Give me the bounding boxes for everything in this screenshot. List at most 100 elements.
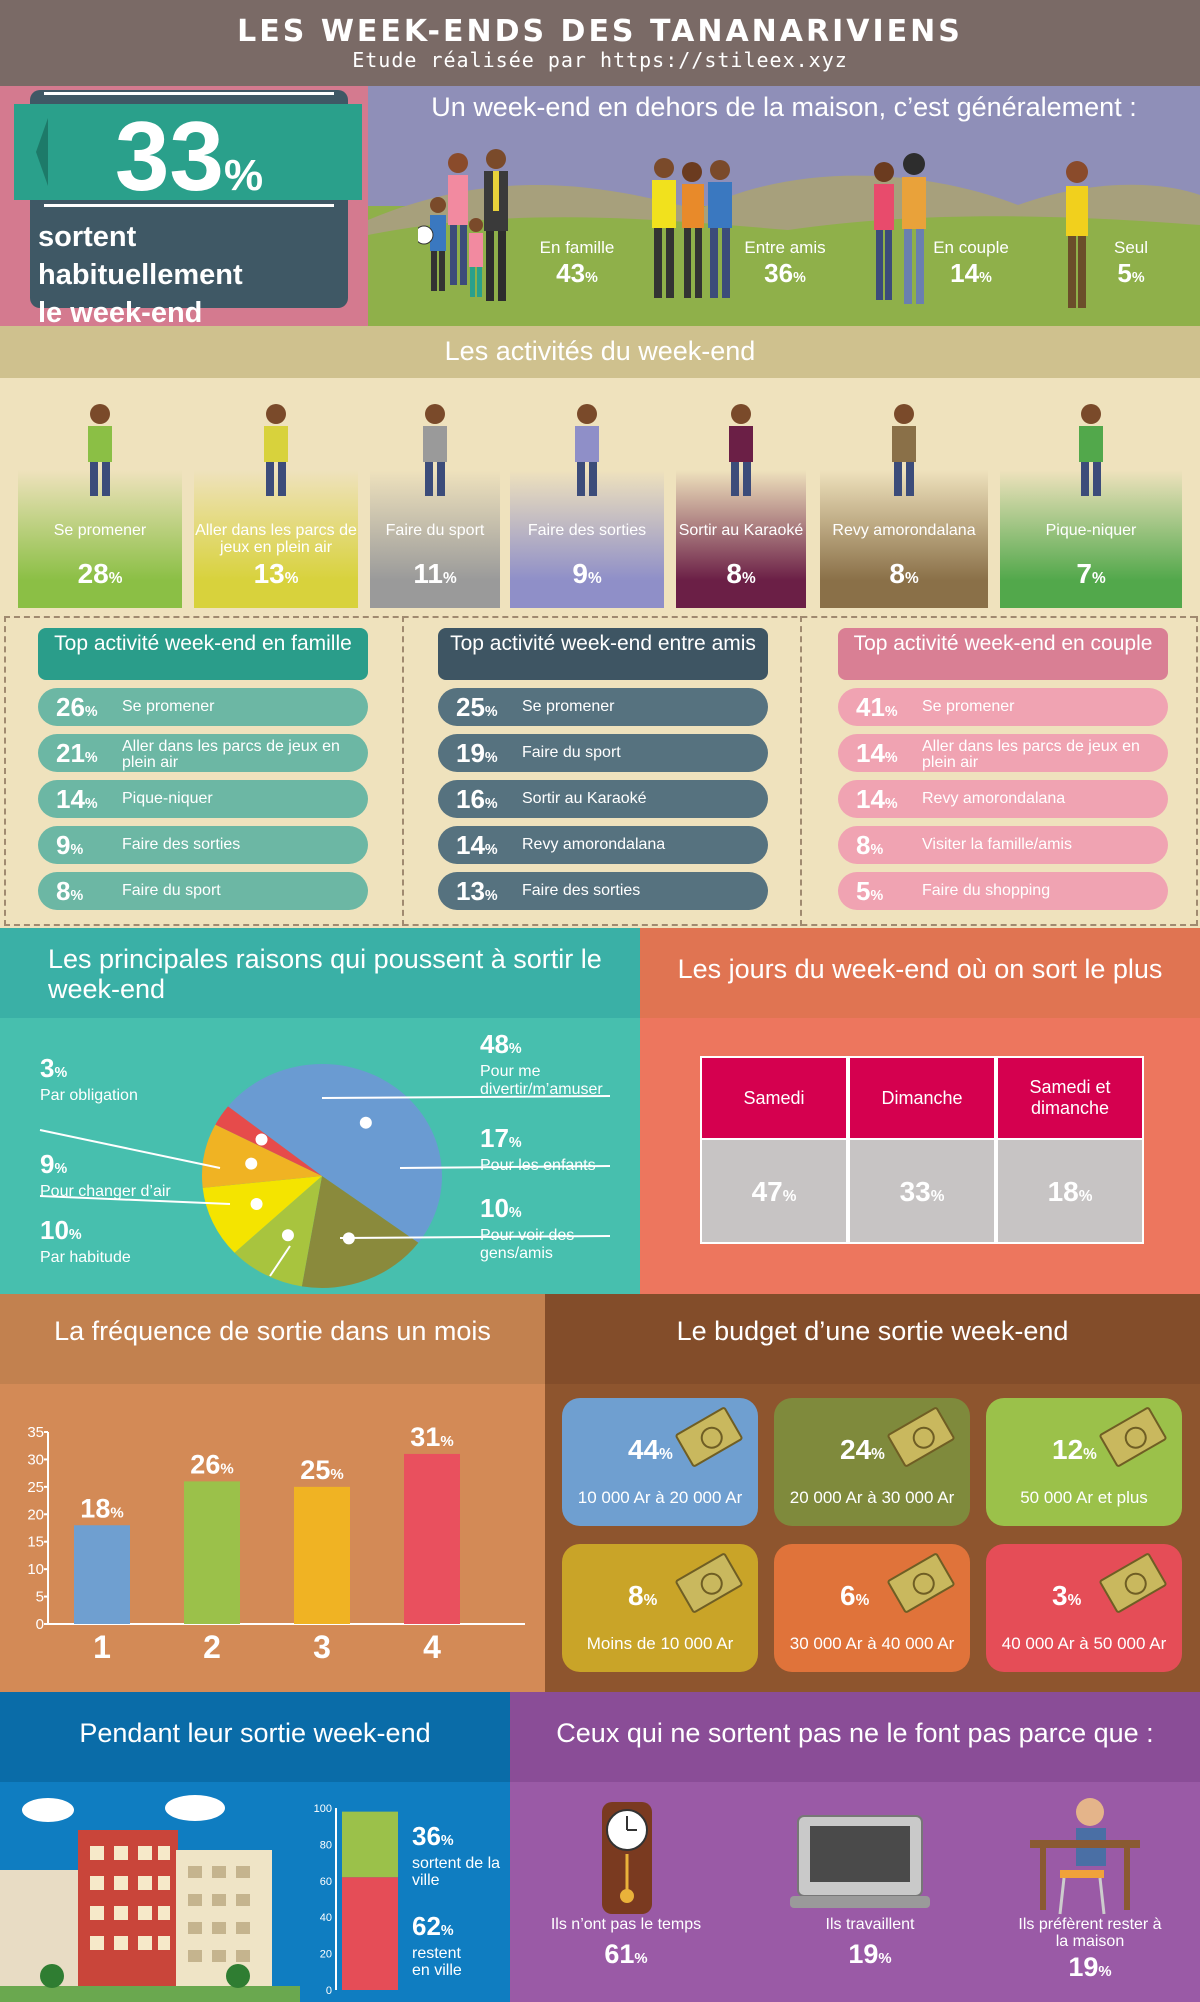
- bar-value-label: 18%: [80, 1493, 123, 1523]
- out-of-town-label: 36% sortent de la ville: [412, 1821, 501, 1889]
- activity-label: Sortir au Karaoké: [678, 522, 804, 539]
- activity-label: Pique-niquer: [1045, 522, 1137, 539]
- top-list-row: 5% Faire du shopping: [838, 872, 1168, 910]
- activity-value: 13%: [253, 558, 299, 589]
- activity-illustration: [423, 404, 447, 496]
- activity-value: 11%: [413, 558, 457, 589]
- budget-value: 6%: [840, 1580, 870, 1611]
- activity-value: 7%: [1076, 558, 1106, 589]
- activity-illustration: [88, 404, 112, 496]
- days-header: [640, 928, 1200, 1018]
- bar: [74, 1525, 130, 1624]
- bar: [184, 1481, 240, 1624]
- in-town-segment: [342, 1877, 398, 1990]
- y-tick-label: 25: [27, 1479, 44, 1496]
- banknote-icon: [1098, 1552, 1168, 1614]
- x-category-label: 3: [313, 1629, 331, 1665]
- reason-label: 10% Par habitude: [40, 1215, 131, 1266]
- activity-illustration: [1079, 404, 1103, 496]
- pie-slice: [215, 1106, 322, 1176]
- budget-label: 30 000 Ar à 40 000 Ar: [789, 1634, 955, 1653]
- budget-tile: 6% 30 000 Ar à 40 000 Ar: [774, 1544, 970, 1672]
- activity-label: Revy amorondalana: [832, 522, 976, 539]
- company-title: Un week-end en dehors de la maison, c’es…: [431, 92, 1137, 122]
- dashed-divider: [4, 616, 1196, 618]
- activity-label: Faire du sport: [385, 522, 485, 539]
- top-list-row: 41% Se promener: [838, 688, 1168, 726]
- reason-label: 17% Pour les enfants: [480, 1123, 596, 1174]
- couple-illustration: [874, 153, 926, 304]
- activity-value: 9%: [572, 558, 602, 589]
- headline-ribbon: [14, 104, 362, 200]
- budget-tile: 24% 20 000 Ar à 30 000 Ar: [774, 1398, 970, 1526]
- activity-value: 8%: [726, 558, 756, 589]
- y-tick-label: 0: [36, 1616, 44, 1633]
- y-tick-label: 30: [27, 1451, 44, 1468]
- budget-tile: 44% 10 000 Ar à 20 000 Ar: [562, 1398, 758, 1526]
- budget-tile: 12% 50 000 Ar et plus: [986, 1398, 1182, 1526]
- page-title: LES WEEK-ENDS DES TANANARIVIENS: [237, 14, 963, 49]
- banknote-icon: [674, 1406, 744, 1468]
- top-list-row: 14% Aller dans les parcs de jeux en plein…: [838, 734, 1168, 772]
- bar-value-label: 25%: [300, 1455, 343, 1485]
- activity-card: Se promener 28%: [18, 470, 182, 608]
- reason-not-going-out: Ils préfèrent rester à la maison 19%: [1018, 1916, 1162, 1982]
- top-list-row: 25% Se promener: [438, 688, 768, 726]
- leader-line: [269, 1245, 291, 1277]
- frequency-title: La fréquence de sortie dans un mois: [54, 1316, 491, 1346]
- activity-card: Revy amorondalana 8%: [820, 470, 988, 608]
- headline-value: 33%: [114, 101, 264, 211]
- leader-line: [39, 1195, 231, 1205]
- activity-card: Sortir au Karaoké 8%: [676, 470, 806, 608]
- pie-slice: [228, 1064, 443, 1243]
- pie-marker: [359, 1116, 372, 1129]
- reason-label: 48% Pour me divertir/m’amuser: [480, 1029, 603, 1098]
- activity-label: Aller dans les parcs de jeux en plein ai…: [195, 522, 357, 556]
- budget-value: 12%: [1052, 1434, 1097, 1465]
- pie-slice: [301, 1176, 419, 1288]
- y-tick-label: 15: [27, 1534, 44, 1551]
- family-illustration: [418, 149, 508, 301]
- leader-line: [39, 1129, 221, 1169]
- y-tick-label: 5: [36, 1589, 44, 1606]
- scale-label: 20: [320, 1949, 332, 1961]
- frequency-bar-chart: 0 5 10 15 20 25 30 35 18% 1 26% 2 25% 3 31% 4: [27, 1422, 525, 1665]
- hills-illustration: [368, 175, 1200, 240]
- budget-header: [545, 1294, 1200, 1384]
- top-activity-list: Top activité week-end en couple 41% Se pro…: [838, 628, 1168, 910]
- trip-header: [0, 1692, 510, 1782]
- pie-marker: [281, 1229, 294, 1242]
- banknote-icon: [886, 1406, 956, 1468]
- x-category-label: 4: [423, 1629, 441, 1665]
- y-tick-label: 20: [27, 1506, 44, 1523]
- trip-title: Pendant leur sortie week-end: [79, 1718, 431, 1748]
- dashed-divider: [800, 616, 802, 926]
- activity-card: Faire des sorties 9%: [510, 470, 664, 608]
- divider: [44, 204, 334, 207]
- budget-tile: 8% Moins de 10 000 Ar: [562, 1544, 758, 1672]
- activity-value: 28%: [77, 558, 123, 589]
- budget-value: 24%: [840, 1434, 885, 1465]
- day-value: 18%: [996, 1140, 1144, 1244]
- scale-label: 100: [314, 1803, 332, 1815]
- pie-slice: [202, 1176, 322, 1253]
- divider: [44, 92, 334, 95]
- banknote-icon: [886, 1552, 956, 1614]
- out-of-town-segment: [342, 1811, 398, 1878]
- company-group: Seul 5%: [1113, 238, 1149, 288]
- activities-title: Les activités du week-end: [444, 336, 756, 366]
- dashed-divider: [402, 616, 404, 926]
- nonout-title: Ceux qui ne sortent pas ne le font pas p…: [556, 1718, 1154, 1748]
- budget-label: 50 000 Ar et plus: [1020, 1488, 1148, 1507]
- alone-illustration: [1066, 161, 1088, 308]
- top-list-row: 16% Sortir au Karaoké: [438, 780, 768, 818]
- reasons-pie-chart: [39, 1064, 611, 1288]
- laptop-icon: [790, 1815, 930, 1908]
- top-list-row: 26% Se promener: [38, 688, 368, 726]
- company-group: En famille 43%: [539, 238, 615, 288]
- budget-label: Moins de 10 000 Ar: [586, 1634, 734, 1653]
- activity-card: Aller dans les parcs de jeux en plein ai…: [194, 470, 358, 608]
- top-list-row: 13% Faire des sorties: [438, 872, 768, 910]
- leader-line: [399, 1165, 611, 1169]
- pie-slice: [202, 1124, 322, 1188]
